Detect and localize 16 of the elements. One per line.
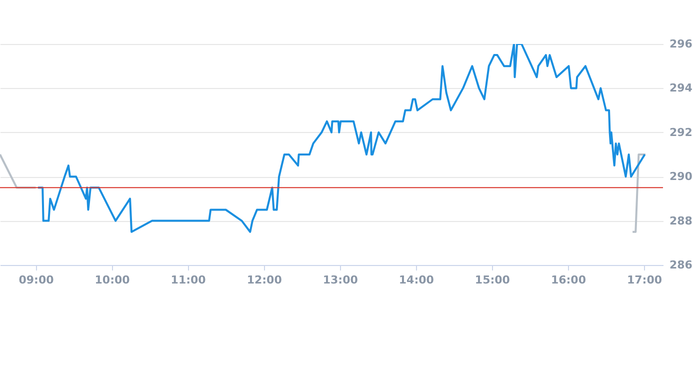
x-tick-label: 17:00 [626,274,662,286]
y-tick-label: 294 [670,82,693,95]
line-series [37,44,646,233]
y-tick-label: 296 [670,38,693,50]
x-tick-label: 15:00 [474,274,510,286]
x-tick-label: 13:00 [322,274,358,286]
x-tick-label: 16:00 [550,274,586,286]
x-tick-label: 11:00 [170,274,206,286]
y-tick-label: 290 [670,170,693,184]
x-tick-label: 12:00 [246,274,282,286]
x-tick-label: 09:00 [18,274,54,286]
x-tick-label: 14:00 [398,274,434,286]
y-tick-label: 292 [670,126,692,139]
x-tick-label: 10:00 [94,274,130,286]
y-tick-label: 288 [670,214,692,228]
y-tick-label: 286 [670,258,693,272]
